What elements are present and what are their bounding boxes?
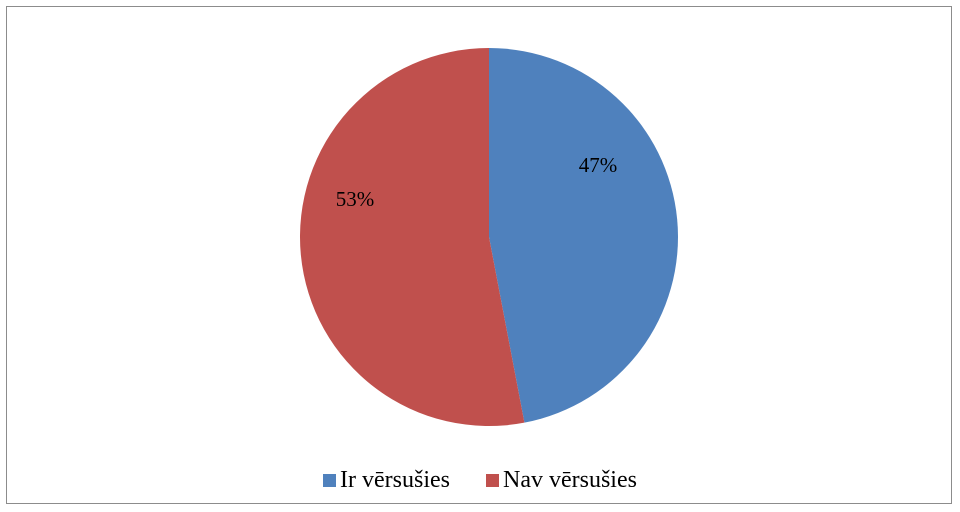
- data-label-nav-versusies: 53%: [336, 187, 375, 211]
- pie-slices: [299, 48, 678, 426]
- pie-slice-ir-versusies: [489, 48, 678, 423]
- pie-chart: 47% 53%: [299, 48, 678, 426]
- pie-labels: 47% 53%: [336, 153, 618, 211]
- legend-swatch-ir-versusies: [323, 474, 337, 487]
- legend-item-ir-versusies: Ir vērsušies: [323, 467, 450, 494]
- pie-slice-nav-versusies: [299, 48, 525, 426]
- legend-label-ir-versusies: Ir vērsušies: [340, 467, 450, 493]
- chart-frame: 47% 53% Ir vērsušies Nav vērsušies: [6, 6, 952, 504]
- legend-item-nav-versusies: Nav vērsušies: [486, 467, 637, 494]
- legend-label-nav-versusies: Nav vērsušies: [503, 467, 637, 493]
- legend-swatch-nav-versusies: [486, 474, 499, 487]
- data-label-ir-versusies: 47%: [579, 153, 618, 177]
- legend: Ir vērsušies Nav vērsušies: [7, 467, 953, 494]
